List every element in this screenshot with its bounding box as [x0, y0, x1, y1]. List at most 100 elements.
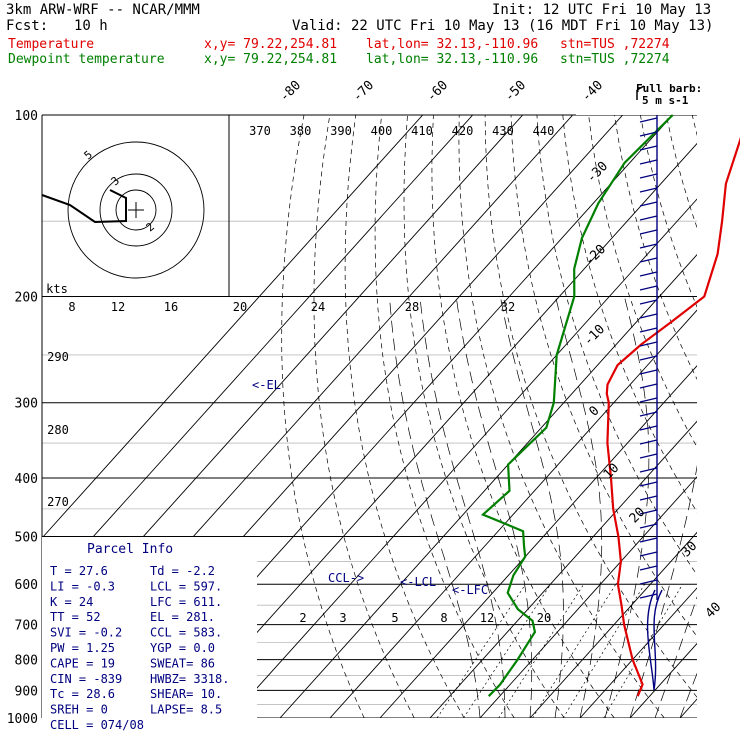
pressure-tick-label: 200 — [15, 291, 38, 306]
pressure-tick-label: 100 — [15, 109, 38, 124]
dry-adiabat — [665, 115, 697, 229]
parcel-info-left: T = 27.6 — [50, 564, 108, 578]
forecast-hours: 10 h — [74, 18, 108, 34]
wind-barb — [639, 565, 658, 571]
parcel-info-left: SREH = 0 — [50, 703, 108, 717]
parcel-info-right: Td = -2.2 — [150, 564, 215, 578]
wind-barb — [639, 173, 658, 179]
dry-adiabat — [536, 115, 697, 576]
isotherm-line — [279, 253, 697, 718]
wind-barb — [639, 355, 658, 361]
parcel-info-background — [42, 537, 257, 727]
wind-barb — [639, 229, 658, 235]
grid-clip — [42, 115, 740, 718]
theta-label: 390 — [330, 124, 352, 138]
mixing-ratio-line — [436, 584, 526, 718]
hodograph-scale-label: 20 — [233, 300, 247, 314]
mixing-ratio-line — [463, 584, 551, 718]
dry-adiabat — [431, 115, 615, 718]
el-marker: <-EL — [252, 378, 281, 392]
hodograph-scale-label: 28 — [405, 300, 419, 314]
pressure-tick-label: 700 — [15, 619, 38, 634]
isotherm-line — [379, 365, 697, 718]
wind-barb — [639, 341, 658, 347]
hodograph-ring-label: 2 — [144, 220, 157, 234]
isotherm-line — [479, 476, 697, 718]
parcel-info-left: Tc = 28.6 — [50, 687, 115, 701]
hodograph-ring — [99, 173, 173, 247]
mixing-ratio-line — [603, 584, 683, 718]
parcel-info-left: CIN = -839 — [50, 672, 122, 686]
moist-adiabat — [604, 296, 650, 718]
wind-barb-legend-value: 5 m s-1 — [642, 94, 689, 107]
mixing-ratio-label: 2 — [299, 611, 306, 625]
mixing-ratio-line — [532, 584, 617, 718]
moist-adiabat — [679, 672, 697, 718]
isotherm-line — [179, 142, 697, 718]
skewed-temperature-label: 30 — [679, 539, 701, 561]
parcel-info-left: CELL = 074/08 — [50, 718, 144, 732]
parcel-info-right: HWBZ= 3318. — [150, 672, 229, 686]
dry-adiabat — [510, 115, 697, 637]
parcel-info-title: Parcel Info — [87, 542, 173, 557]
mixing-ratio-label: 5 — [391, 611, 398, 625]
dewpoint-legend: Dewpoint temperature — [8, 52, 165, 67]
pressure-tick-label: 500 — [15, 530, 38, 545]
wind-barb — [639, 523, 658, 529]
theta-side-label: 270 — [47, 495, 69, 509]
temperature-legend: Temperature — [8, 37, 95, 52]
skewed-temperature-label: -60 — [424, 78, 451, 105]
moist-adiabat — [654, 596, 697, 718]
mixing-ratio-label: 20 — [537, 611, 551, 625]
theta-side-label: 290 — [47, 350, 69, 364]
parcel-info-left: K = 24 — [50, 595, 93, 609]
dry-adiabat — [640, 115, 697, 308]
parcel-info-right: LFC = 611. — [150, 595, 222, 609]
pressure-tick-label: 600 — [15, 578, 38, 593]
isotherm-line — [429, 420, 697, 718]
theta-label: 430 — [492, 124, 514, 138]
parcel-info-left: SVI = -0.2 — [50, 626, 122, 640]
hodograph-ring — [67, 141, 205, 279]
moist-adiabat — [389, 296, 481, 718]
mixing-ratio-line — [498, 584, 585, 718]
dry-adiabat — [718, 115, 740, 718]
isotherm-line — [730, 115, 740, 718]
parcel-info-right: CCL = 583. — [150, 626, 222, 640]
isotherm-line — [42, 115, 474, 595]
wind-barb-low-level — [646, 589, 663, 691]
parcel-info-right: YGP = 0.0 — [150, 641, 215, 655]
skewed-temperature-label: 40 — [703, 600, 725, 622]
wind-barb — [639, 327, 658, 333]
dry-adiabat — [281, 115, 365, 718]
moist-adiabat — [500, 296, 564, 718]
dry-adiabat — [374, 115, 515, 718]
skewed-temperature-label: -70 — [350, 78, 377, 105]
hodograph-scale-label: 16 — [164, 300, 178, 314]
wind-barb — [639, 383, 658, 389]
pressure-tick-label: 400 — [15, 472, 38, 487]
dry-adiabat — [313, 115, 415, 718]
hodograph-trace — [41, 189, 127, 224]
skewed-temperature-label: -80 — [277, 78, 304, 105]
mixing-ratio-label: 12 — [480, 611, 494, 625]
mixing-ratio-label: 3 — [339, 611, 346, 625]
temperature-xy: x,y= 79.22,254.81 — [204, 37, 338, 52]
parcel-info-right: SWEAT= 86 — [150, 656, 215, 670]
hodograph-ring — [115, 189, 157, 231]
isotherm-line — [679, 698, 697, 718]
wind-barb — [639, 215, 658, 221]
pressure-tick-label: 900 — [15, 684, 38, 699]
wind-barb — [639, 271, 658, 277]
wind-barb — [639, 439, 658, 445]
temperature-profile — [605, 136, 740, 697]
model-title: 3km ARW-WRF -- NCAR/MMM — [6, 2, 200, 18]
wind-barb — [639, 369, 658, 375]
isotherm-line — [329, 309, 697, 718]
wind-barb — [639, 397, 658, 403]
dry-adiabat — [403, 115, 565, 718]
skewed-temperature-label: -10 — [581, 322, 608, 349]
theta-label: 410 — [411, 124, 433, 138]
theta-side-label: 280 — [47, 423, 69, 437]
